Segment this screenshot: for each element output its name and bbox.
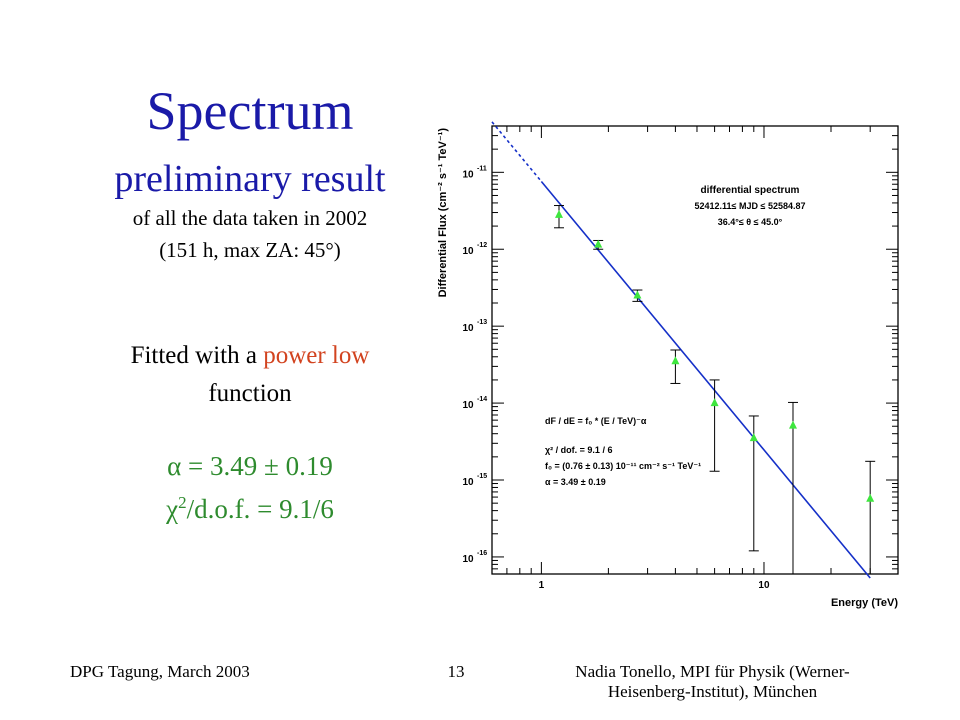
y-tick-label: 10: [462, 400, 474, 411]
data-point: [555, 209, 564, 218]
y-tick-label: 10: [462, 554, 474, 565]
fit-text-accent: power low: [263, 342, 370, 369]
legend-top-line: 36.4°≤ θ ≤ 45.0°: [718, 217, 783, 227]
slide-title: Spectrum: [146, 81, 354, 141]
data-point: [710, 398, 719, 407]
data-description: of all the data taken in 2002: [132, 206, 368, 230]
data-point: [866, 493, 875, 502]
y-tick-exponent: -12: [477, 242, 487, 249]
y-axis-label: Differential Flux (cm⁻² s⁻¹ TeV⁻¹): [437, 128, 449, 298]
data-point: [788, 420, 797, 429]
fit-description: Fitted with a power low: [60, 342, 440, 371]
data-point: [633, 290, 642, 299]
fit-line-extrapolated: [491, 121, 542, 182]
data-conditions: (151 h, max ZA: 45°): [159, 238, 341, 262]
footer-author: Nadia Tonello, MPI für Physik (Werner- He…: [540, 662, 885, 703]
legend-top-line: differential spectrum: [701, 185, 800, 196]
x-tick-label: 1: [539, 580, 545, 591]
data-point: [594, 239, 603, 248]
x-tick-label: 10: [758, 580, 770, 591]
y-tick-label: 10: [462, 323, 474, 334]
data-point: [749, 433, 758, 442]
y-tick-exponent: -15: [477, 473, 487, 480]
fit-legend-line: α = 3.49 ± 0.19: [545, 477, 606, 487]
fit-text-pre: Fitted with a: [130, 342, 264, 369]
footer-author-line2: Heisenberg-Institut), München: [607, 682, 818, 702]
chi-rest: /d.o.f. = 9.1/6: [186, 494, 334, 524]
chi-sup: 2: [178, 493, 187, 512]
chi2-result: χ2/d.o.f. = 9.1/6: [60, 494, 440, 523]
y-tick-exponent: -13: [477, 319, 487, 326]
page-number: 13: [447, 662, 465, 681]
spectrum-chart: 1 1010-1110-1210-1310-1410-1510-16Energy …: [437, 121, 899, 609]
y-tick-exponent: -16: [477, 550, 487, 557]
y-tick-exponent: -11: [477, 165, 487, 172]
alpha-result: α = 3.49 ± 0.19: [167, 451, 333, 481]
y-tick-label: 10: [462, 246, 474, 257]
fit-legend-line: χ² / dof. = 9.1 / 6: [545, 445, 612, 455]
data-point: [671, 356, 680, 365]
fit-line: [540, 180, 871, 579]
footer-event: DPG Tagung, March 2003: [70, 662, 250, 681]
slide-subtitle: preliminary result: [114, 158, 386, 200]
y-tick-label: 10: [462, 477, 474, 488]
y-tick-label: 10: [462, 169, 474, 180]
x-axis-label: Energy (TeV): [831, 597, 898, 609]
chi-symbol: χ: [166, 494, 179, 524]
legend-top-line: 52412.11≤ MJD ≤ 52584.87: [695, 201, 806, 211]
y-tick-exponent: -14: [477, 396, 487, 403]
fit-legend-line: dF / dE = f₀ * (E / TeV)⁻α: [545, 416, 647, 426]
fit-legend-line: f₀ = (0.76 ± 0.13) 10⁻¹¹ cm⁻² s⁻¹ TeV⁻¹: [545, 461, 701, 471]
fit-description-cont: function: [208, 380, 292, 407]
footer-author-line1: Nadia Tonello, MPI für Physik (Werner-: [575, 662, 850, 681]
plot-frame: [491, 125, 899, 575]
